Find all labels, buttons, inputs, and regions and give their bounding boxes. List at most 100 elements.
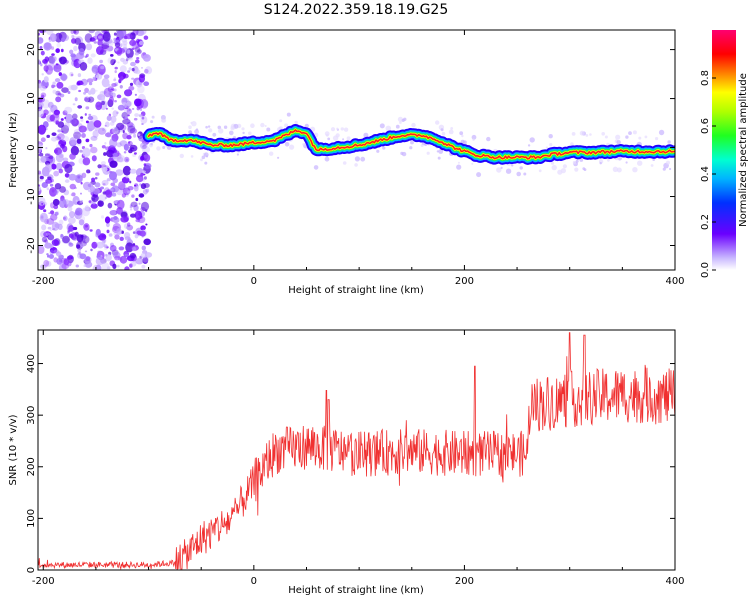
noise-speckle [110,182,116,187]
noise-speckle [92,35,99,40]
noise-speckle [88,128,93,132]
noise-speckle [101,215,104,219]
noise-speckle [91,177,96,182]
scatter-halo [655,137,659,141]
noise-speckle [69,49,74,55]
noise-speckle [38,108,44,118]
noise-speckle [81,82,84,85]
scatter-halo [342,138,345,141]
noise-speckle [107,57,115,64]
scatter-halo [403,117,407,122]
noise-speckle [120,216,129,223]
scatter-halo [589,133,592,136]
scatter-halo [625,135,629,139]
noise-speckle [114,82,119,87]
noise-speckle [106,47,112,52]
noise-speckle [85,138,90,143]
spectrogram-frame [37,29,676,271]
noise-speckle [86,78,94,83]
snr-xtick-label: 0 [251,576,257,587]
noise-speckle [90,135,98,141]
noise-speckle [40,156,49,163]
noise-speckle [133,152,137,155]
noise-speckle [89,143,93,148]
noise-speckle [124,253,129,257]
noise-speckle [114,42,121,48]
noise-speckle [136,106,140,111]
scatter-halo [615,134,621,140]
noise-speckle [145,223,148,226]
noise-speckle [39,85,47,91]
scatter-halo [435,120,440,125]
noise-speckle [41,73,44,76]
noise-speckle [39,30,45,34]
noise-speckle [98,127,107,135]
noise-speckle [90,53,96,58]
noise-speckle [144,252,153,258]
noise-speckle [114,100,117,103]
noise-speckle [131,194,135,198]
noise-speckle [55,251,62,257]
noise-speckle [127,190,131,194]
noise-speckle [143,35,149,40]
noise-speckle [82,147,91,157]
spectrogram-panel: -200 0 200 400 -20 -10 0 10 20 Height of straigh… [8,29,685,296]
noise-speckle [55,48,60,53]
noise-speckle [104,121,110,128]
noise-speckle [129,206,133,209]
snr-ytick-label: 200 [26,457,37,476]
scatter-halo [294,120,298,125]
scatter-halo [346,136,351,141]
scatter-halo [632,167,638,173]
noise-speckle [134,52,139,56]
scatter-halo [560,168,567,174]
noise-speckle [99,59,103,64]
noise-speckle [38,186,41,192]
noise-speckle [124,116,128,120]
noise-speckle [47,62,56,71]
noise-speckle [109,210,118,216]
noise-speckle [38,124,46,135]
figure-title: S124.2022.359.18.19.G25 [264,2,449,18]
snr-panel: -200 0 200 400 0 100 200 300 400 Height of strai… [8,329,685,596]
noise-speckle [139,230,146,237]
noise-speckle [113,232,118,236]
noise-speckle [127,186,134,191]
scatter-halo [207,125,211,128]
noise-speckle [102,183,106,186]
noise-speckle [134,233,139,239]
noise-speckle [101,43,109,53]
noise-speckle [50,210,55,215]
noise-speckle [116,156,124,163]
noise-speckle [66,255,73,260]
scatter-halo [616,167,622,173]
scatter-halo [190,121,193,124]
scatter-halo [379,123,385,129]
scatter-halo [448,129,454,135]
scatter-halo [205,125,208,129]
noise-speckle [43,112,47,116]
noise-speckle [128,149,133,154]
noise-speckle [83,264,86,268]
spectrogram-ytick-label: -10 [26,188,37,204]
noise-speckle [53,63,62,73]
scatter-halo [241,127,245,131]
noise-speckle [143,173,146,176]
noise-speckle [101,240,106,246]
noise-speckle [47,101,54,109]
noise-speckle [105,107,108,110]
scatter-halo [617,156,622,161]
noise-speckle [45,65,53,75]
noise-speckle [118,246,125,251]
scatter-halo [190,155,194,158]
scatter-halo [548,134,553,139]
noise-speckle [60,73,67,82]
noise-speckle [134,186,139,192]
colorbar-tick-label: 0.0 [700,262,711,278]
scatter-halo [538,169,542,173]
noise-speckle [131,67,135,72]
noise-speckle [112,152,118,157]
scatter-halo [179,153,184,159]
noise-speckle [73,134,79,141]
noise-speckle [97,201,102,207]
